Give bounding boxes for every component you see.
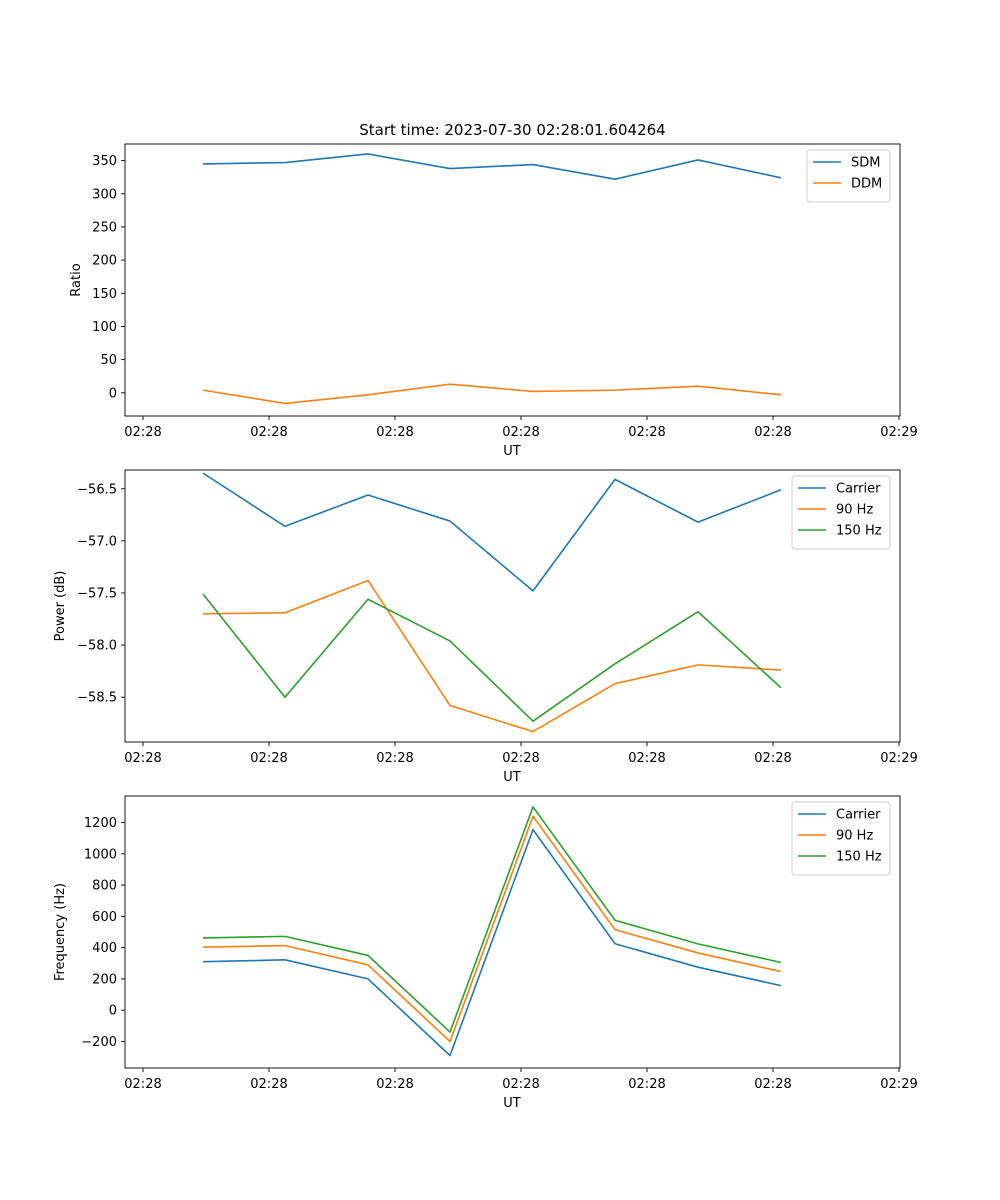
- panel-3-y-tick-label: 200: [92, 972, 117, 987]
- panel-3-series-150-hz-line: [202, 806, 782, 1033]
- panel-3-series-90-hz-line: [202, 815, 782, 1043]
- panel-3-axes-frame: [124, 795, 901, 1069]
- panel-2-y-axis-label: Power (dB): [53, 571, 68, 642]
- panel-2-x-tick-label-end: 02:29: [880, 751, 917, 766]
- panel-1-x-tick-label: 02:28: [376, 425, 413, 440]
- panel-1-axes-frame: [124, 143, 901, 417]
- panel-3-legend-label-carrier: Carrier: [836, 808, 881, 823]
- panel-3-series-carrier-line: [202, 828, 782, 1057]
- panel-3-legend-label-150-hz: 150 Hz: [836, 850, 882, 865]
- panel-1-series-sdm-line: [202, 153, 782, 180]
- panel-3-legend: Carrier 90 Hz 150 Hz: [791, 801, 891, 876]
- panel-2: 02:28 02:28 02:28 02:28 02:28 02:28 02:29 UT −58…: [53, 469, 918, 785]
- panel-2-legend-label-90-hz: 90 Hz: [836, 503, 873, 518]
- panel-2-x-tick-label: 02:28: [124, 751, 161, 766]
- panel-2-x-axis-label: UT: [503, 770, 521, 785]
- panel-1-x-tick-label: 02:28: [124, 425, 161, 440]
- panel-1: Start time: 2023-07-30 02:28:01.60426402…: [69, 121, 918, 459]
- panel-1-y-tick-label: 150: [92, 287, 117, 302]
- panel-1-y-axis-label: Ratio: [69, 263, 84, 296]
- panel-3-x-axis-label: UT: [503, 1096, 521, 1111]
- panel-2-x-tick-label: 02:28: [376, 751, 413, 766]
- panel-1-legend-frame: [806, 149, 891, 203]
- panel-1-legend: SDM DDM: [806, 149, 891, 203]
- panel-1-y-tick-label: 300: [92, 187, 117, 202]
- panel-1-y-tick-label: 50: [100, 353, 117, 368]
- panel-3-x-tick-label: 02:28: [502, 1077, 539, 1092]
- panel-1-y-tick-label: 200: [92, 254, 117, 269]
- panel-1-x-tick-label: 02:28: [502, 425, 539, 440]
- panel-1-series-ddm-line: [202, 383, 782, 405]
- panel-1-x-axis-label: UT: [503, 444, 521, 459]
- panel-2-x-tick-label: 02:28: [250, 751, 287, 766]
- panel-2-y-tick-label: −56.5: [77, 482, 117, 497]
- panel-3: 02:28 02:28 02:28 02:28 02:28 02:28 02:29 UT −20…: [53, 795, 918, 1111]
- panel-1-x-tick-label-end: 02:29: [880, 425, 917, 440]
- panel-2-axes-frame: [124, 469, 901, 743]
- panel-2-y-tick-label: −57.5: [77, 586, 117, 601]
- panel-3-x-tick-label: 02:28: [124, 1077, 161, 1092]
- panel-1-y-tick-label: 100: [92, 320, 117, 335]
- panel-2-y-tick-label: −58.5: [77, 691, 117, 706]
- panel-3-y-tick-label: 800: [92, 879, 117, 894]
- panel-1-legend-label-ddm: DDM: [851, 177, 882, 192]
- panel-1-y-tick-label: 250: [92, 220, 117, 235]
- panel-3-y-axis-label: Frequency (Hz): [53, 883, 68, 981]
- panel-1-y-tick-label: 0: [109, 386, 117, 401]
- panel-2-y-tick-label: −57.0: [77, 534, 117, 549]
- panel-2-series-90-hz-line: [202, 579, 782, 733]
- panel-1-y-tick-label: 350: [92, 154, 117, 169]
- panel-1-x-tick-label: 02:28: [754, 425, 791, 440]
- panel-3-y-tick-label: −200: [81, 1035, 117, 1050]
- panel-2-series-carrier-line: [202, 472, 782, 592]
- panel-1-x-tick-label: 02:28: [628, 425, 665, 440]
- panel-3-x-tick-label: 02:28: [754, 1077, 791, 1092]
- panel-2-y-tick-label: −58.0: [77, 639, 117, 654]
- panel-1-legend-label-sdm: SDM: [851, 156, 880, 171]
- panel-3-y-tick-label: 1200: [84, 816, 117, 831]
- panel-3-x-tick-label: 02:28: [628, 1077, 665, 1092]
- panel-3-y-tick-label: 400: [92, 941, 117, 956]
- panel-1-title: Start time: 2023-07-30 02:28:01.604264: [359, 121, 665, 139]
- panel-1-x-tick-label: 02:28: [250, 425, 287, 440]
- panel-2-series-150-hz-line: [202, 593, 782, 722]
- panel-3-y-tick-label: 0: [109, 1004, 117, 1019]
- panel-3-x-tick-label: 02:28: [376, 1077, 413, 1092]
- panel-3-legend-label-90-hz: 90 Hz: [836, 829, 873, 844]
- panel-2-legend-label-carrier: Carrier: [836, 482, 881, 497]
- panel-2-x-tick-label: 02:28: [628, 751, 665, 766]
- panel-2-x-tick-label: 02:28: [754, 751, 791, 766]
- panel-2-legend-label-150-hz: 150 Hz: [836, 524, 882, 539]
- panel-3-y-tick-label: 1000: [84, 847, 117, 862]
- panel-2-legend: Carrier 90 Hz 150 Hz: [791, 475, 891, 550]
- panel-3-x-tick-label: 02:28: [250, 1077, 287, 1092]
- panel-3-x-tick-label-end: 02:29: [880, 1077, 917, 1092]
- panel-2-x-tick-label: 02:28: [502, 751, 539, 766]
- panel-3-y-tick-label: 600: [92, 910, 117, 925]
